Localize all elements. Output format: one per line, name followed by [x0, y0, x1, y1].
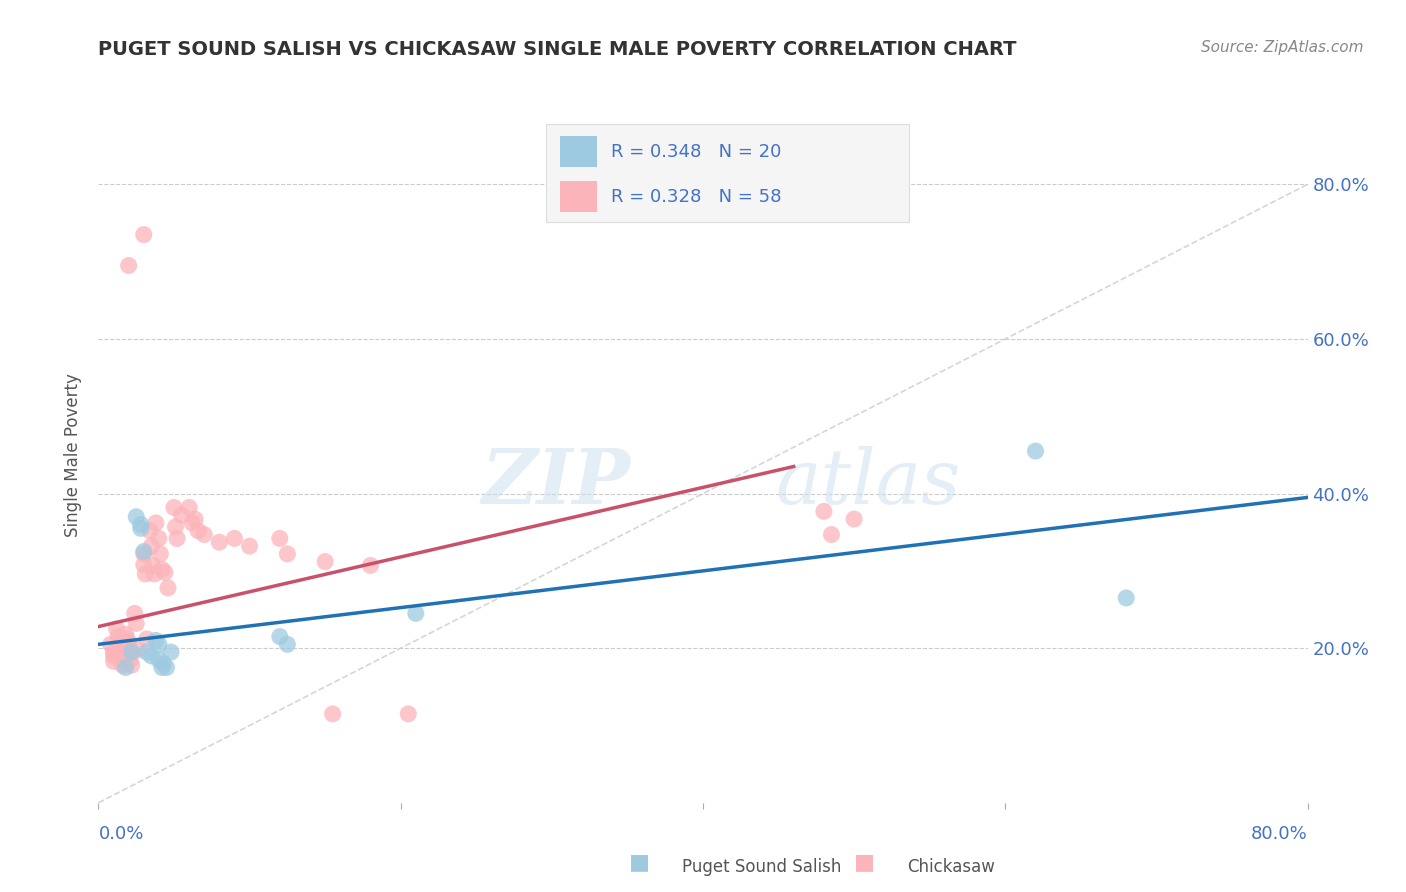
Point: [121, 658, 143, 673]
Point: [314, 555, 336, 569]
Point: [124, 607, 146, 621]
Point: [127, 642, 149, 657]
Point: [114, 660, 136, 674]
Point: [1115, 591, 1137, 605]
Point: [114, 627, 136, 641]
Point: [156, 581, 179, 595]
Point: [103, 648, 125, 663]
Point: [129, 517, 152, 532]
Text: ■: ■: [630, 853, 650, 872]
Point: [141, 648, 163, 663]
Text: ■: ■: [855, 853, 875, 872]
Point: [179, 500, 201, 515]
Point: [125, 616, 148, 631]
Point: [149, 547, 172, 561]
Point: [120, 653, 142, 667]
Point: [150, 562, 173, 576]
Point: [145, 516, 167, 530]
Point: [141, 539, 163, 553]
Point: [134, 566, 156, 581]
Point: [110, 647, 132, 661]
Point: [405, 607, 427, 621]
Point: [322, 706, 344, 721]
Point: [103, 654, 125, 668]
Point: [163, 500, 186, 515]
Point: [187, 524, 209, 538]
Point: [132, 227, 155, 242]
Y-axis label: Single Male Poverty: Single Male Poverty: [65, 373, 83, 537]
Point: [107, 630, 129, 644]
Point: [135, 645, 157, 659]
Text: 0.0%: 0.0%: [98, 825, 143, 843]
Point: [139, 524, 162, 538]
Point: [208, 535, 231, 549]
Point: [108, 637, 131, 651]
Point: [132, 547, 155, 561]
Point: [276, 547, 298, 561]
Text: R = 0.348   N = 20: R = 0.348 N = 20: [612, 143, 782, 161]
Text: atlas: atlas: [776, 446, 960, 520]
Point: [155, 660, 177, 674]
Point: [396, 706, 419, 721]
Point: [148, 532, 170, 546]
Point: [184, 512, 207, 526]
Text: R = 0.328   N = 58: R = 0.328 N = 58: [612, 187, 782, 205]
Point: [813, 504, 835, 518]
Point: [269, 532, 291, 546]
Point: [1024, 444, 1046, 458]
Point: [125, 509, 148, 524]
Point: [160, 645, 183, 659]
Point: [111, 658, 134, 673]
Point: [148, 653, 170, 667]
Point: [111, 653, 134, 667]
Text: Chickasaw: Chickasaw: [907, 858, 995, 876]
Point: [121, 645, 143, 659]
Point: [360, 558, 382, 573]
Point: [118, 259, 141, 273]
Text: Source: ZipAtlas.com: Source: ZipAtlas.com: [1201, 40, 1364, 55]
Point: [142, 558, 165, 573]
Point: [276, 637, 298, 651]
Text: 80.0%: 80.0%: [1251, 825, 1308, 843]
Point: [118, 641, 141, 656]
Point: [103, 645, 125, 659]
Point: [152, 657, 174, 671]
Point: [165, 520, 187, 534]
Point: [193, 527, 215, 541]
Point: [129, 521, 152, 535]
Point: [224, 532, 246, 546]
Point: [132, 558, 155, 572]
Point: [145, 633, 167, 648]
Text: Puget Sound Salish: Puget Sound Salish: [682, 858, 841, 876]
Bar: [561, 136, 596, 168]
Point: [239, 539, 262, 553]
Point: [110, 641, 132, 656]
Point: [153, 566, 176, 580]
Bar: [561, 181, 596, 212]
Point: [269, 630, 291, 644]
Point: [148, 637, 170, 651]
Point: [181, 516, 204, 530]
Point: [143, 566, 166, 581]
Point: [115, 632, 138, 646]
Point: [132, 544, 155, 558]
Point: [100, 637, 122, 651]
Point: [135, 632, 157, 646]
Point: [844, 512, 866, 526]
Point: [820, 527, 842, 541]
Point: [150, 660, 173, 674]
Point: [118, 636, 141, 650]
Point: [105, 622, 128, 636]
Text: ZIP: ZIP: [482, 446, 630, 520]
Point: [170, 508, 193, 523]
Text: PUGET SOUND SALISH VS CHICKASAW SINGLE MALE POVERTY CORRELATION CHART: PUGET SOUND SALISH VS CHICKASAW SINGLE M…: [98, 40, 1017, 59]
Point: [120, 645, 142, 659]
Point: [166, 532, 188, 546]
